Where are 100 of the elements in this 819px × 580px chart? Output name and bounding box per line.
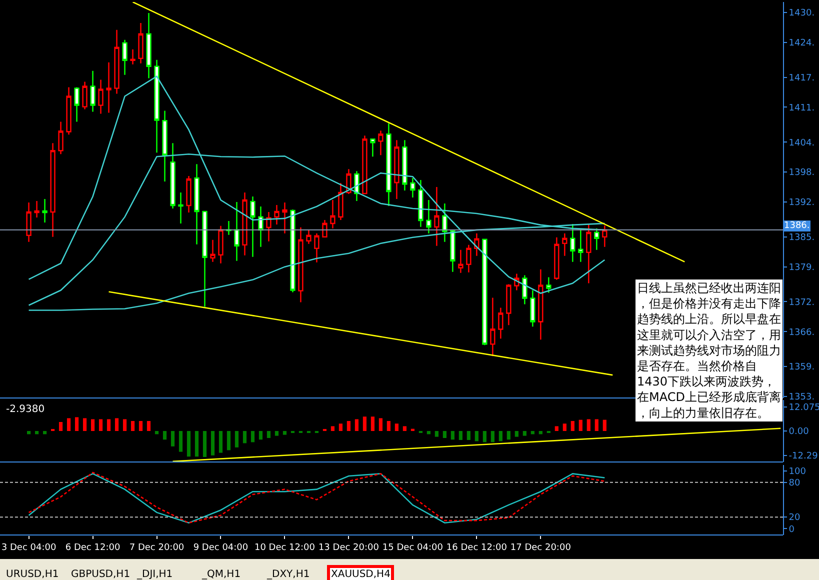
y-tick-label: 1359. — [788, 362, 815, 373]
bar — [98, 419, 103, 431]
text: _DJI,H1 — [136, 569, 173, 580]
candlestick — [66, 86, 72, 136]
bar — [226, 431, 231, 450]
bar — [210, 431, 215, 456]
x-tick-label: 15 Dec 04:00 — [382, 542, 444, 553]
candlestick — [338, 182, 344, 221]
y-tick-label: 1385. — [788, 233, 815, 244]
bar — [58, 422, 63, 431]
candlestick — [266, 211, 272, 242]
candlestick — [322, 219, 328, 238]
candlestick — [58, 121, 64, 155]
bar — [426, 431, 430, 434]
candlestick — [282, 202, 288, 234]
y-tick-label: 1379. — [788, 262, 815, 273]
x-tick-label: 13 Dec 20:00 — [318, 542, 380, 553]
candlestick — [130, 48, 136, 65]
candlestick — [138, 22, 144, 64]
bar — [506, 431, 510, 440]
text: GBPUSD,H1 — [71, 569, 130, 580]
text: _DXY,H1 — [266, 569, 310, 580]
bar — [338, 424, 343, 431]
x-tick-label: 10 Dec 12:00 — [254, 542, 316, 553]
candlestick — [258, 206, 264, 248]
bar — [34, 431, 39, 434]
candlestick — [90, 70, 96, 112]
text: _QM,H1 — [201, 569, 241, 580]
bar — [234, 431, 239, 448]
candlestick — [522, 274, 528, 305]
y-tick-label: 80 — [788, 478, 801, 489]
bar — [466, 431, 470, 440]
y-tick-label: 1404. — [788, 138, 815, 148]
candlestick — [242, 192, 248, 256]
bar — [394, 424, 398, 431]
x-tick-label: 17 Dec 20:00 — [510, 542, 572, 553]
bar — [450, 431, 454, 440]
candlestick — [482, 238, 488, 346]
bar — [538, 431, 542, 434]
candlestick — [186, 175, 192, 214]
bar — [218, 431, 223, 453]
candlestick — [490, 297, 496, 357]
candlestick — [402, 140, 408, 192]
x-tick-label: 9 Dec 04:00 — [193, 542, 248, 553]
candlestick — [546, 276, 552, 294]
y-tick-label: 100 — [788, 466, 806, 477]
candlestick — [146, 12, 152, 79]
bar — [130, 421, 135, 431]
bar — [434, 431, 438, 437]
candlestick — [458, 249, 464, 274]
candlestick — [226, 220, 232, 236]
candlestick — [234, 201, 240, 262]
candlestick — [106, 62, 112, 114]
bar — [242, 431, 247, 444]
x-tick-label: 7 Dec 20:00 — [129, 542, 184, 553]
bar — [378, 418, 382, 431]
candlestick — [498, 307, 504, 340]
bar — [482, 431, 486, 442]
candlestick — [450, 229, 456, 272]
candlestick — [170, 142, 176, 210]
candlestick — [74, 86, 80, 122]
bar — [178, 431, 183, 452]
candlestick — [378, 130, 384, 156]
bar — [42, 431, 47, 434]
candlestick — [554, 236, 560, 280]
candlestick — [538, 268, 544, 340]
y-tick-label: 1430. — [788, 8, 815, 19]
candlestick — [530, 290, 536, 328]
text: XAUUSD,H4 — [331, 569, 390, 580]
bar — [106, 419, 111, 431]
bar — [122, 419, 127, 431]
bar — [26, 431, 31, 434]
candlestick — [290, 208, 296, 293]
candlestick — [50, 142, 56, 238]
y-tick-label: 1392. — [788, 198, 815, 208]
bar — [442, 431, 446, 438]
bar — [266, 431, 271, 438]
candlestick — [570, 223, 576, 262]
y-tick-label: 1424. — [788, 38, 815, 49]
candlestick — [466, 244, 472, 273]
candlestick — [154, 59, 160, 154]
bar — [138, 421, 143, 431]
candlestick — [506, 284, 512, 326]
bar — [90, 419, 95, 431]
text: 日线上虽然已经收出两连阳，但是价格并没有走出下降趋势线的上沿。所以早盘在这里就可以介入沽空了，用来测试趋势线对市场的阻力是否存在。当然价格自1430下跌以来两波跌势，在MACD上已经形成底背离，向上的力量依旧存在。 — [637, 281, 781, 420]
candlestick — [298, 226, 304, 303]
candlestick — [202, 210, 208, 308]
bar — [82, 418, 87, 431]
candlestick — [434, 186, 440, 247]
bar — [402, 426, 406, 431]
bar — [170, 431, 175, 446]
annotation: -2.9380 — [6, 404, 45, 415]
candlestick — [194, 163, 200, 246]
text: URUSD,H1 — [6, 569, 59, 580]
x-tick-label: 3 Dec 04:00 — [1, 542, 56, 553]
candlestick — [394, 140, 400, 200]
bar — [594, 419, 598, 431]
candlestick — [250, 196, 256, 258]
bar — [370, 416, 374, 431]
y-tick-label: 1372. — [788, 298, 815, 308]
